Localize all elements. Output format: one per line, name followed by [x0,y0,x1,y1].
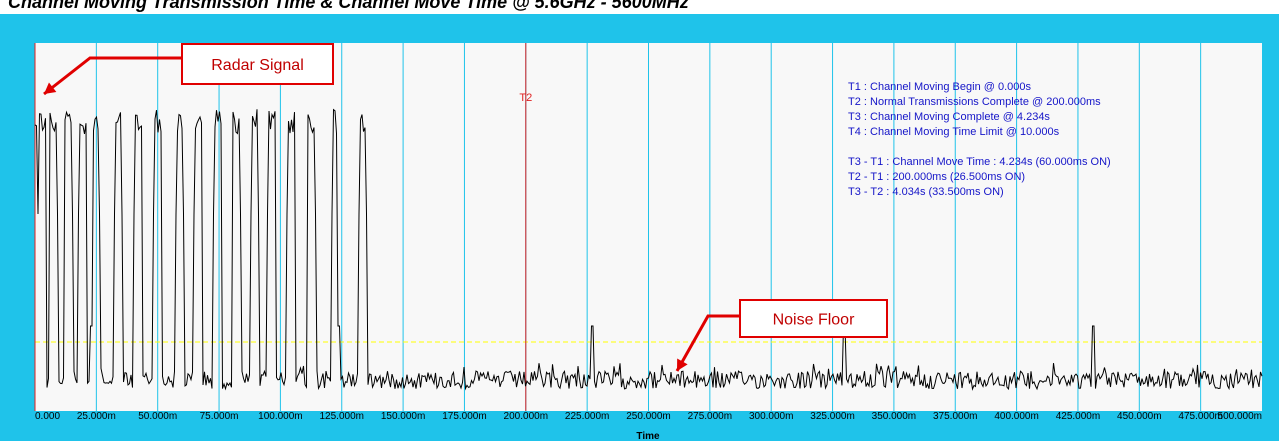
x-tick-label: 200.000m [504,411,548,422]
info-line: T3 - T2 : 4.034s (33.500ms ON) [848,186,1004,198]
callout-box [181,43,334,85]
info-line: T2 - T1 : 200.000ms (26.500ms ON) [848,171,1025,183]
callout-label: Noise Floor [773,312,855,329]
chart-panel: T2 0.000 25.000m 50.000m 75.000m 100.000m 125… [0,14,1279,441]
x-tick-label: 25.000m [77,411,116,422]
x-tick-label: 300.000m [749,411,793,422]
timing-info-block: T1 : Channel Moving Begin @ 0.000s T2 : N… [848,81,1111,198]
info-line: T3 : Channel Moving Complete @ 4.234s [848,111,1050,123]
x-tick-label: 475.000m [1178,411,1222,422]
callout-box [739,299,888,338]
annotations: Radar Signal Noise Floor [43,43,888,372]
page-title: Channel Moving Transmission Time & Chann… [8,0,689,12]
x-tick-label: 125.000m [320,411,364,422]
time-markers: T2 [34,43,532,411]
callout-arrow [43,56,182,96]
x-axis-label: Time [636,431,660,441]
x-tick-labels: 0.000 25.000m 50.000m 75.000m 100.000m 125.00… [35,411,1262,422]
x-tick-label: 0.000 [35,411,60,422]
x-tick-label: 400.000m [994,411,1038,422]
x-tick-label: 175.000m [442,411,486,422]
info-line: T2 : Normal Transmissions Complete @ 200… [848,96,1101,108]
callout-arrowhead [44,82,57,94]
info-line: T4 : Channel Moving Time Limit @ 10.000s [848,126,1060,138]
x-tick-label: 50.000m [138,411,177,422]
info-line: T1 : Channel Moving Begin @ 0.000s [848,81,1031,93]
x-tick-label: 250.000m [626,411,670,422]
marker-label: T2 [519,92,532,104]
x-tick-label: 450.000m [1117,411,1161,422]
x-tick-label: 350.000m [872,411,916,422]
channel-move-time-chart: T2 0.000 25.000m 50.000m 75.000m 100.000m 125… [34,43,1263,441]
x-tick-label: 275.000m [688,411,732,422]
x-tick-label: 100.000m [258,411,302,422]
signal-trace [34,108,1263,391]
x-tick-label: 500.000m [1218,411,1262,422]
x-tick-label: 225.000m [565,411,609,422]
callout-arrowhead [677,358,688,371]
info-line: T3 - T1 : Channel Move Time : 4.234s (60… [848,156,1111,168]
x-tick-label: 425.000m [1056,411,1100,422]
callout-label: Radar Signal [211,57,304,74]
x-tick-label: 150.000m [381,411,425,422]
callout-arrow [675,314,740,372]
x-tick-label: 75.000m [200,411,239,422]
x-tick-label: 375.000m [933,411,977,422]
x-tick-label: 325.000m [810,411,854,422]
